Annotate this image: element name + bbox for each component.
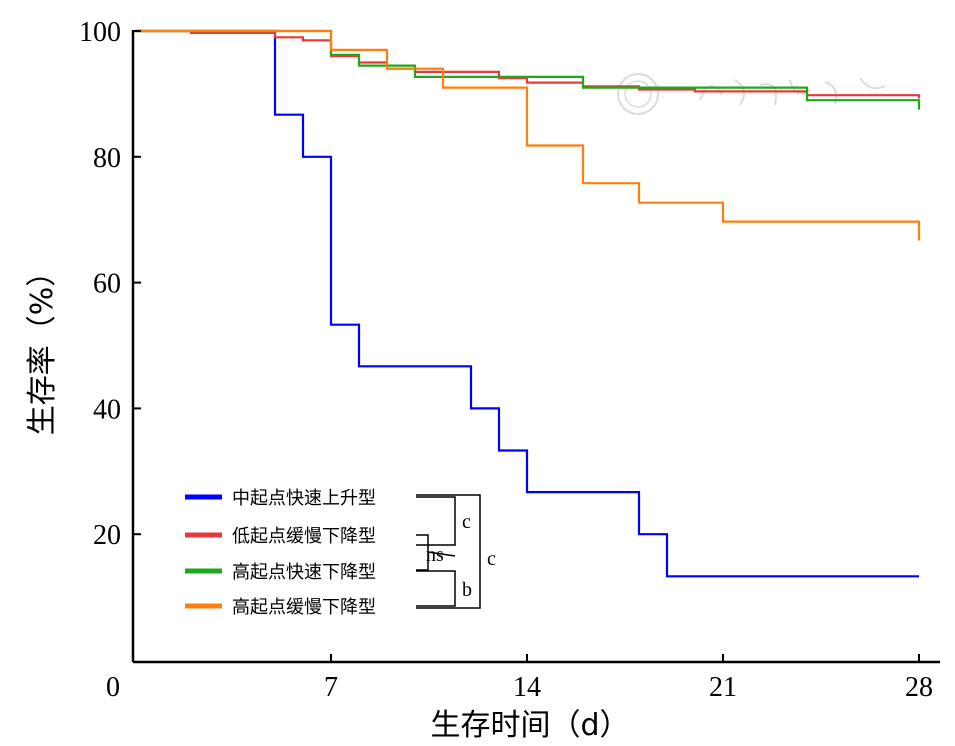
legend-label-0: 中起点快速上升型 bbox=[232, 488, 376, 509]
sig-label-c2: c bbox=[487, 548, 496, 570]
axes bbox=[131, 30, 940, 664]
watermark-logo bbox=[617, 73, 886, 115]
y-tick-label: 60 bbox=[93, 269, 121, 300]
y-tick-label: 20 bbox=[93, 520, 121, 551]
bracket-b bbox=[416, 570, 456, 607]
y-axis-title: 生存率（%） bbox=[25, 257, 60, 436]
x-tick-label: 7 bbox=[324, 672, 338, 703]
series-line-2 bbox=[135, 29, 921, 110]
x-axis-title: 生存时间（d） bbox=[430, 708, 629, 743]
bracket-c-outer bbox=[416, 494, 481, 609]
x-tick-label: 0 bbox=[106, 672, 120, 703]
significance-brackets bbox=[416, 494, 481, 609]
bracket-connector bbox=[427, 551, 456, 557]
sig-label-b: b bbox=[462, 579, 472, 601]
series-line-3 bbox=[135, 29, 921, 241]
x-tick-label: 14 bbox=[513, 672, 541, 703]
series-line-0 bbox=[135, 29, 919, 578]
sig-label-ns: ns bbox=[426, 544, 444, 566]
y-tick-label: 100 bbox=[79, 17, 121, 48]
legend-label-2: 高起点快速下降型 bbox=[232, 562, 376, 583]
x-ticks: 0 7 14 21 28 bbox=[106, 654, 933, 703]
y-tick-label: 80 bbox=[93, 143, 121, 174]
legend-label-3: 高起点缓慢下降型 bbox=[232, 597, 376, 618]
y-tick-label: 40 bbox=[93, 394, 121, 425]
bracket-c-top bbox=[416, 496, 456, 546]
sig-label-c1: c bbox=[462, 511, 471, 533]
legend-label-1: 低起点缓慢下降型 bbox=[232, 526, 376, 547]
y-ticks: 20 40 60 80 100 bbox=[79, 17, 141, 551]
x-tick-label: 28 bbox=[905, 672, 933, 703]
x-tick-label: 21 bbox=[709, 672, 737, 703]
plot-lines bbox=[135, 29, 921, 578]
